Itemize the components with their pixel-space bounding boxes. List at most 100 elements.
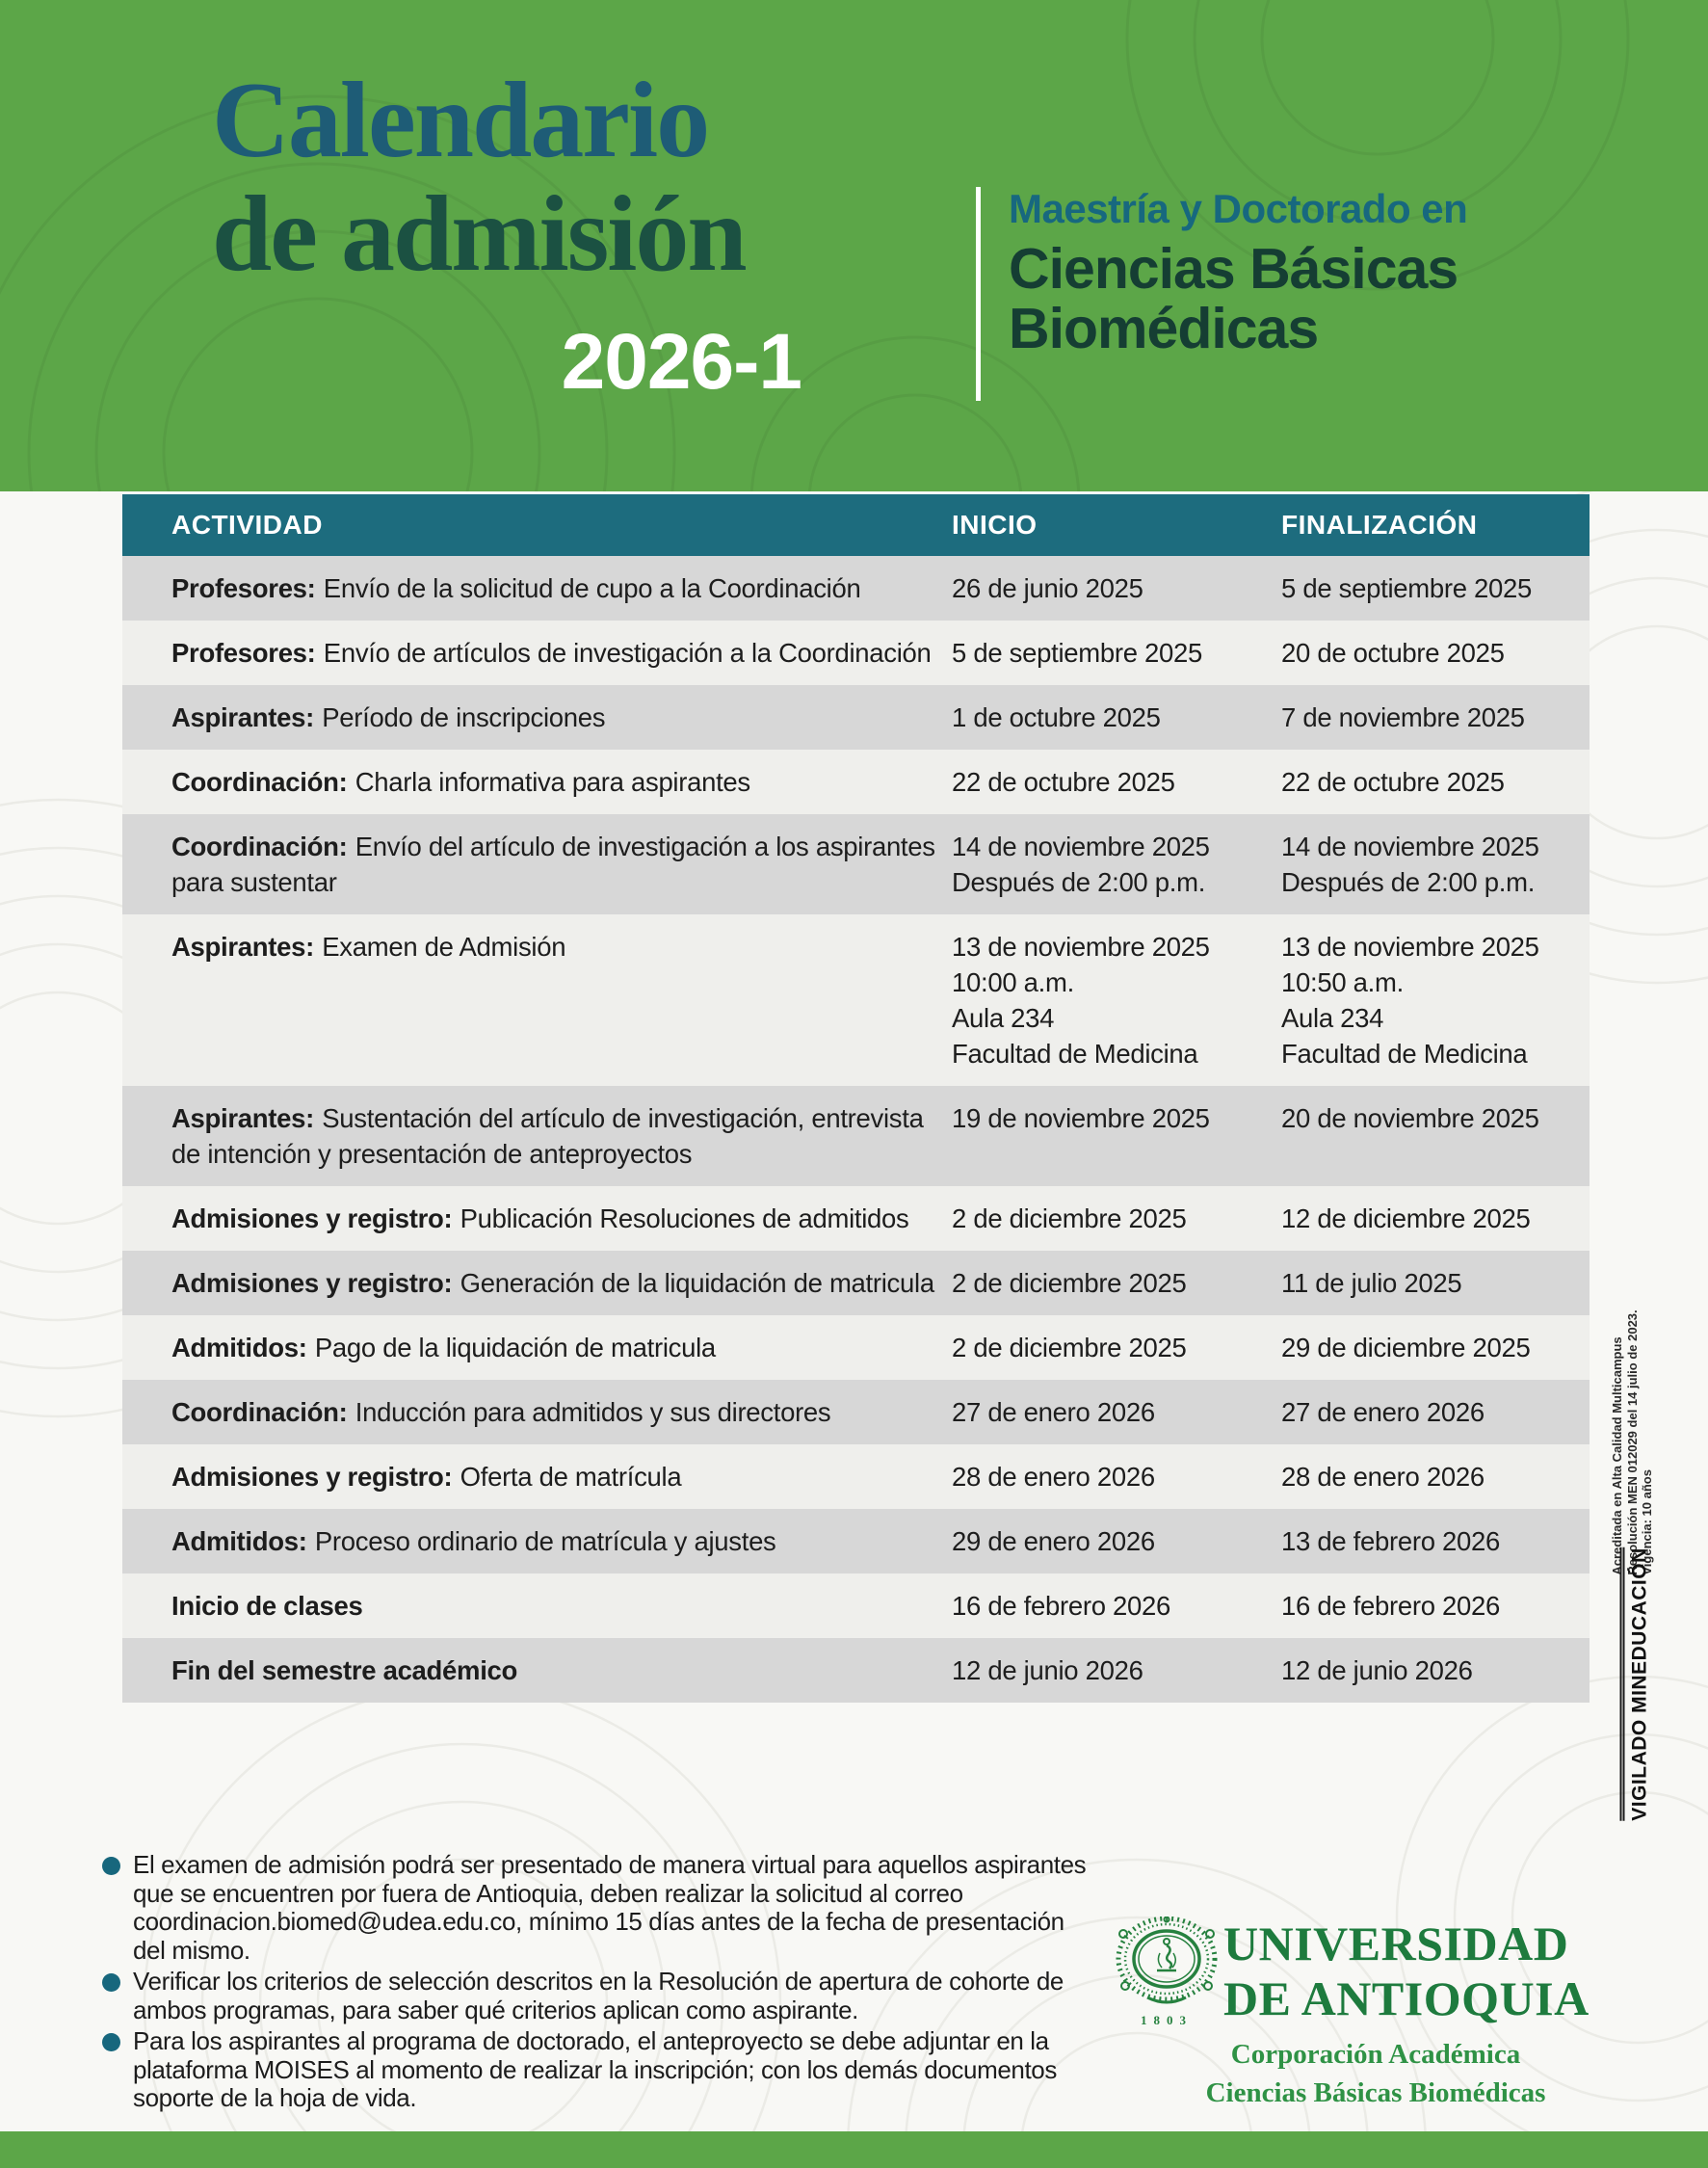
inicio-cell: 26 de junio 2025: [952, 573, 1143, 603]
table-row: Admisiones y registro: Oferta de matrícul…: [122, 1444, 1590, 1509]
note-item: El examen de admisión podrá ser presenta…: [102, 1850, 1210, 1965]
activity-text: Envío de artículos de investigación a la…: [323, 638, 932, 668]
note-text: Verificar los criterios de selección des…: [133, 1967, 1064, 2024]
table-row: Admitidos: Pago de la liquidación de matr…: [122, 1315, 1590, 1380]
inicio-cell: 2 de diciembre 2025: [952, 1268, 1187, 1298]
inicio-cell: 13 de noviembre 2025 10:00 a.m. Aula 234…: [952, 932, 1210, 1069]
header-divider-bar: [976, 187, 981, 401]
inicio-cell: 22 de octubre 2025: [952, 767, 1175, 797]
activity-actor: Aspirantes:: [171, 702, 314, 732]
table-row: Aspirantes: Período de inscripciones 1 de…: [122, 685, 1590, 750]
activity-text: Envío del artículo de investigación a lo…: [171, 832, 935, 897]
inicio-cell: 28 de enero 2026: [952, 1462, 1155, 1492]
activity-actor: Admitidos:: [171, 1526, 307, 1556]
activity-text: Inducción para admitidos y sus directore…: [355, 1397, 831, 1427]
svg-text:1803: 1803: [1141, 2013, 1193, 2027]
inicio-cell: 27 de enero 2026: [952, 1397, 1155, 1427]
finalizacion-cell: 13 de febrero 2026: [1281, 1526, 1501, 1556]
university-wordmark: UNIVERSIDAD DE ANTIOQUIA: [1223, 1917, 1590, 2026]
activity-cell: Coordinación: Envío del artículo de inves…: [171, 829, 952, 900]
program-title: Maestría y Doctorado en Ciencias Básicas…: [1009, 186, 1468, 360]
finalizacion-cell: 16 de febrero 2026: [1281, 1591, 1501, 1621]
activity-actor: Coordinación:: [171, 767, 348, 797]
inicio-cell: 14 de noviembre 2025 Después de 2:00 p.m…: [952, 832, 1210, 897]
activity-text: Oferta de matrícula: [460, 1462, 682, 1492]
activity-cell: Admitidos: Pago de la liquidación de matr…: [171, 1330, 952, 1365]
activity-actor: Profesores:: [171, 638, 316, 668]
activity-cell: Admisiones y registro: Generación de la l…: [171, 1265, 952, 1301]
activity-cell: Aspirantes: Examen de Admisión: [171, 929, 952, 1071]
inicio-cell: 2 de diciembre 2025: [952, 1203, 1187, 1233]
term-label: 2026-1: [561, 318, 802, 406]
program-kicker: Maestría y Doctorado en: [1009, 186, 1468, 231]
activity-text: Examen de Admisión: [322, 932, 566, 962]
inicio-cell: 19 de noviembre 2025: [952, 1103, 1210, 1133]
notes-list: El examen de admisión podrá ser presenta…: [102, 1850, 1210, 2113]
bullet-dot-icon: [102, 2033, 120, 2051]
activity-text: Charla informativa para aspirantes: [355, 767, 750, 797]
table-row: Coordinación: Inducción para admitidos y …: [122, 1380, 1590, 1444]
header-banner: Calendario de admisión 2026-1 Maestría y…: [0, 0, 1708, 491]
inicio-cell: 2 de diciembre 2025: [952, 1333, 1187, 1362]
finalizacion-cell: 12 de junio 2026: [1281, 1655, 1473, 1685]
university-wordmark-line2: DE ANTIOQUIA: [1223, 1971, 1590, 2025]
university-brand: 1803 UNIVERSIDAD DE ANTIOQUIA Corporació…: [1116, 1903, 1616, 2134]
column-header-inicio: INICIO: [952, 510, 1038, 540]
activity-cell: Coordinación: Inducción para admitidos y …: [171, 1394, 952, 1430]
note-item: Verificar los criterios de selección des…: [102, 1967, 1210, 2024]
activity-text: Publicación Resoluciones de admitidos: [460, 1203, 909, 1233]
finalizacion-cell: 22 de octubre 2025: [1281, 767, 1505, 797]
activity-actor: Coordinación:: [171, 1397, 348, 1427]
activity-actor: Admisiones y registro:: [171, 1268, 453, 1298]
activity-cell: Fin del semestre académico: [171, 1652, 952, 1688]
finalizacion-cell: 20 de noviembre 2025: [1281, 1103, 1539, 1133]
table-row: Coordinación: Charla informativa para asp…: [122, 750, 1590, 814]
note-text: El examen de admisión podrá ser presenta…: [133, 1850, 1087, 1965]
activity-actor: Profesores:: [171, 573, 316, 603]
activity-actor: Coordinación:: [171, 832, 348, 861]
inicio-cell: 5 de septiembre 2025: [952, 638, 1203, 668]
university-wordmark-line1: UNIVERSIDAD: [1223, 1917, 1569, 1970]
table-header-row: ACTIVIDAD INICIO FINALIZACIÓN: [122, 494, 1590, 556]
activity-text: Envío de la solicitud de cupo a la Coord…: [323, 573, 861, 603]
activity-cell: Profesores: Envío de la solicitud de cupo…: [171, 570, 952, 606]
activity-cell: Aspirantes: Sustentación del artículo de …: [171, 1100, 952, 1172]
activity-cell: Profesores: Envío de artículos de investi…: [171, 635, 952, 671]
table-row: Profesores: Envío de la solicitud de cupo…: [122, 556, 1590, 621]
table-row: Profesores: Envío de artículos de investi…: [122, 621, 1590, 685]
activity-text: Período de inscripciones: [322, 702, 606, 732]
activity-actor: Admitidos:: [171, 1333, 307, 1362]
header-swirl-pattern: [0, 0, 1630, 491]
activity-cell: Inicio de clases: [171, 1588, 952, 1624]
activity-actor: Aspirantes:: [171, 1103, 314, 1133]
org-line1: Corporación Académica: [1230, 2039, 1521, 2070]
table-row: Inicio de clases 16 de febrero 2026 16 d…: [122, 1573, 1590, 1638]
inicio-cell: 12 de junio 2026: [952, 1655, 1143, 1685]
activity-actor: Admisiones y registro:: [171, 1203, 453, 1233]
inicio-cell: 16 de febrero 2026: [952, 1591, 1171, 1621]
activity-actor: Inicio de clases: [171, 1591, 363, 1621]
udea-seal-icon: 1803: [1116, 1917, 1218, 2027]
org-line2: Ciencias Básicas Biomédicas: [1205, 2077, 1546, 2108]
activity-cell: Admitidos: Proceso ordinario de matrícula…: [171, 1523, 952, 1559]
table-row: Admitidos: Proceso ordinario de matrícula…: [122, 1509, 1590, 1573]
activity-text: Sustentación del artículo de investigaci…: [171, 1103, 924, 1169]
activity-actor: Admisiones y registro:: [171, 1462, 453, 1492]
inicio-cell: 1 de octubre 2025: [952, 702, 1161, 732]
table-row: Aspirantes: Examen de Admisión 13 de novi…: [122, 914, 1590, 1086]
vigilado-mineducacion-vertical-text: VIGILADO MINEDUCACIÓN: [1619, 1547, 1652, 1821]
activity-cell: Coordinación: Charla informativa para asp…: [171, 764, 952, 800]
activity-text: Proceso ordinario de matrícula y ajustes: [314, 1526, 776, 1556]
calendar-table: ACTIVIDAD INICIO FINALIZACIÓN Profesores…: [122, 494, 1590, 1703]
activity-cell: Admisiones y registro: Oferta de matrícul…: [171, 1459, 952, 1494]
finalizacion-cell: 27 de enero 2026: [1281, 1397, 1485, 1427]
activity-text: Generación de la liquidación de matricul…: [460, 1268, 934, 1298]
program-name-line2: Biomédicas: [1009, 297, 1319, 360]
accreditation-vertical-text: Acreditada en Alta Calidad Multicampus R…: [1609, 1309, 1654, 1575]
academic-corporation-label: Corporación Académica Ciencias Básicas B…: [1173, 2035, 1578, 2112]
column-header-finalizacion: FINALIZACIÓN: [1281, 510, 1478, 540]
note-text: Para los aspirantes al programa de docto…: [133, 2026, 1057, 2112]
activity-actor: Fin del semestre académico: [171, 1655, 518, 1685]
finalizacion-cell: 13 de noviembre 2025 10:50 a.m. Aula 234…: [1281, 932, 1539, 1069]
